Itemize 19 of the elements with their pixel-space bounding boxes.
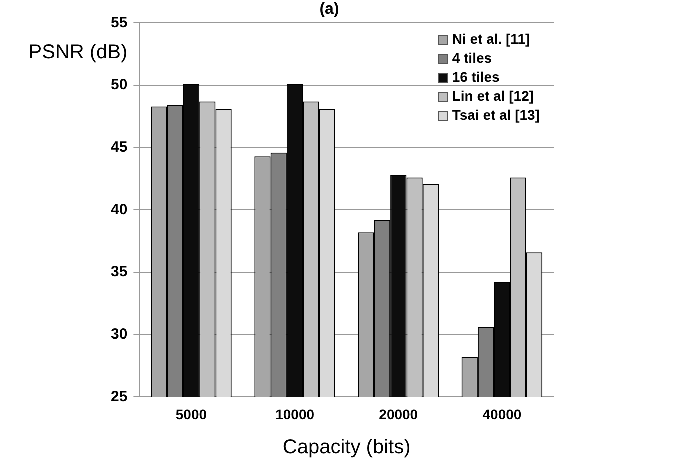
legend-label: Tsai et al [13]	[452, 107, 540, 124]
y-tick-label: 25	[110, 388, 128, 406]
chart-title: (a)	[320, 1, 340, 18]
y-tick-label: 45	[110, 139, 128, 156]
legend-label: 4 tiles	[452, 50, 492, 66]
y-tick-label: 30	[110, 326, 128, 344]
legend-label: 16 tiles	[452, 69, 500, 86]
legend-label: Ni et al. [11]	[452, 31, 530, 48]
x-tick-label: 20000	[379, 406, 418, 422]
y-axis-title: PSNR (dB)	[28, 42, 128, 64]
legend-label: Lin et al [12]	[452, 88, 534, 104]
x-tick-label: 40000	[482, 406, 522, 422]
y-tick-label: 40	[110, 201, 128, 218]
x-tick-label: 5000	[176, 406, 208, 422]
y-tick-label: 50	[110, 76, 128, 94]
x-axis-title: Capacity (bits)	[282, 436, 411, 459]
x-tick-label: 10000	[276, 406, 315, 422]
y-tick-label: 35	[110, 264, 128, 281]
y-tick-label: 55	[110, 14, 128, 32]
